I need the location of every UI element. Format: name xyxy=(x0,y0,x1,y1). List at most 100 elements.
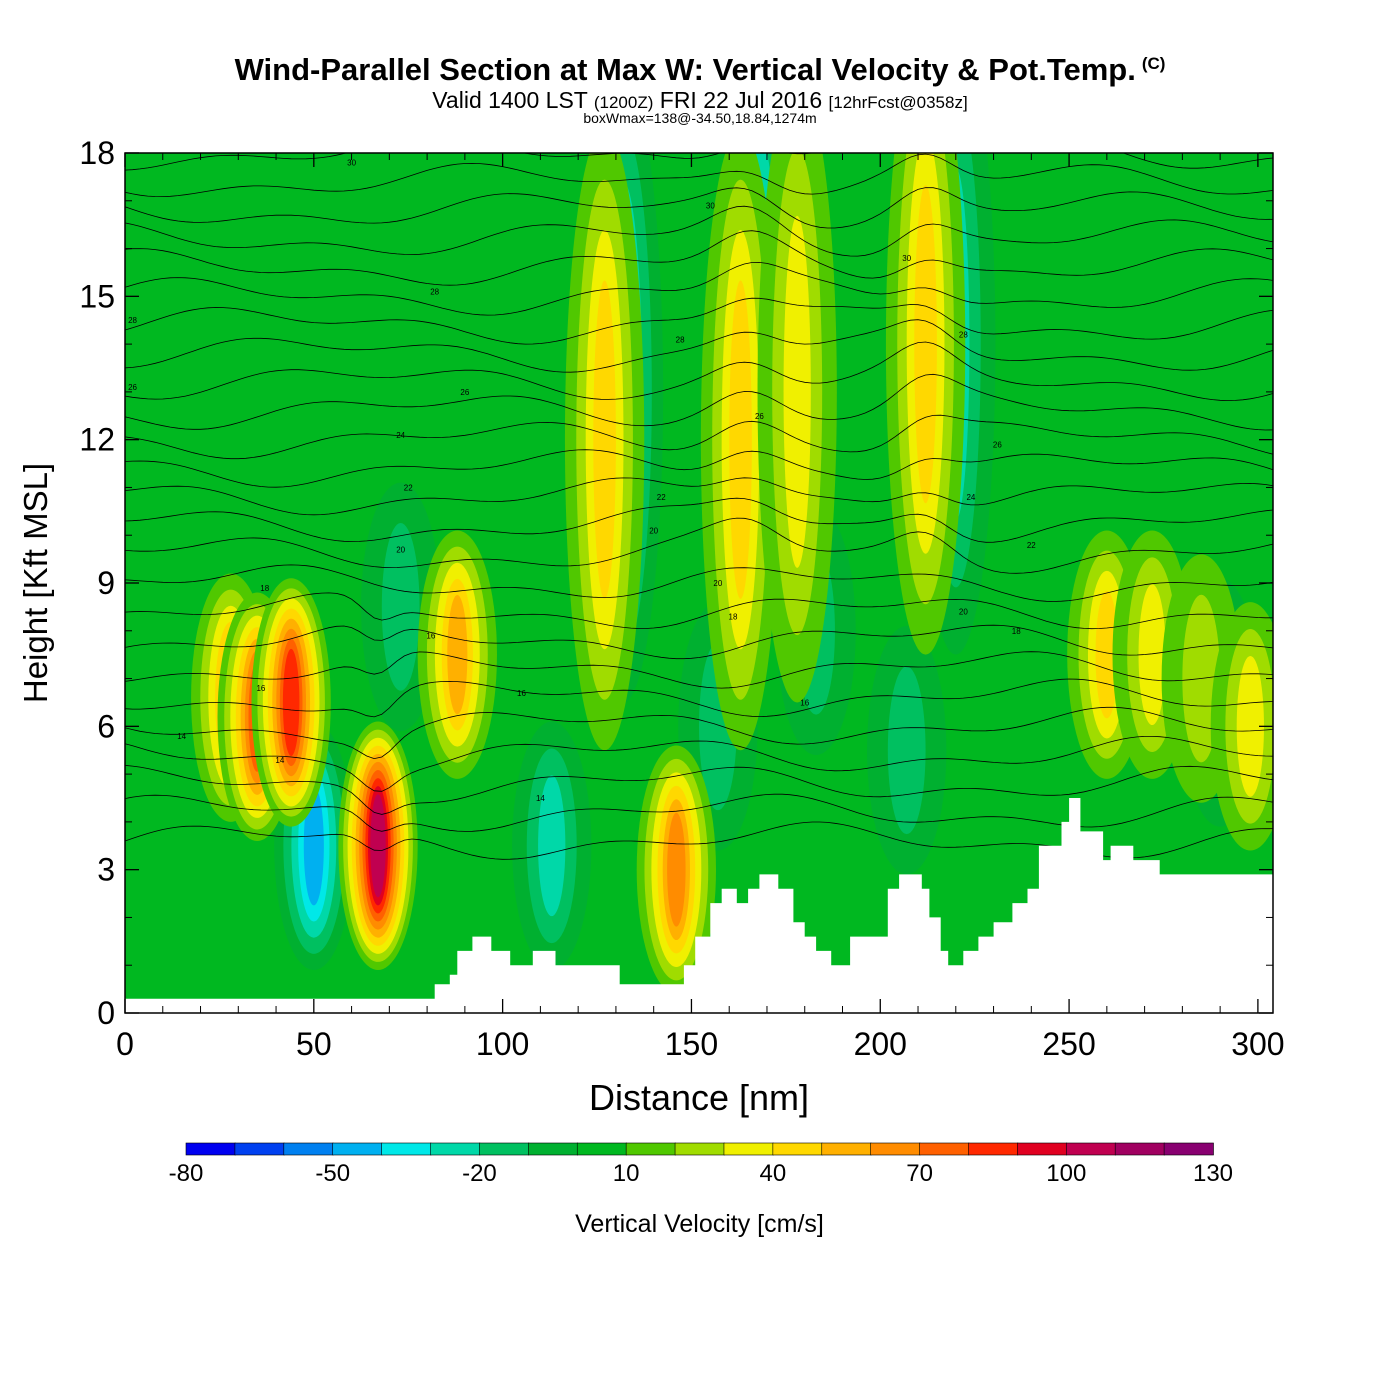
isentrope-label: 20 xyxy=(713,579,722,588)
colorbar-tick-label: 40 xyxy=(760,1160,787,1187)
x-tick-label: 250 xyxy=(1042,1026,1095,1062)
valid-time: Valid 1400 LST xyxy=(432,87,588,113)
isentrope-label: 18 xyxy=(729,612,738,621)
isentrope-line xyxy=(125,477,1273,516)
updraft-contour xyxy=(447,595,468,715)
colorbar-swatch xyxy=(283,1142,334,1156)
chart-subtitle: Valid 1400 LST (1200Z) FRI 22 Jul 2016 [… xyxy=(0,87,1400,114)
axes: 0 50 100 150 200 250 300 0 3 6 9 12 15 18 Distance [nm… xyxy=(17,135,1285,1118)
updraft-4 xyxy=(417,530,497,779)
isentrope-label: 14 xyxy=(275,756,284,765)
isentrope-line xyxy=(125,517,1273,574)
isentrope-label: 28 xyxy=(430,288,439,297)
isentrope-line xyxy=(125,765,1273,815)
downdraft-contour xyxy=(538,775,566,917)
isentrope-line xyxy=(125,261,1273,316)
colorbar-swatch xyxy=(528,1142,579,1156)
colorbar: -80 -50 -20 10 40 70 100 130 Vertical Velocity [… xyxy=(169,1142,1233,1238)
isentrope-label: 26 xyxy=(755,412,764,421)
downdraft-contour xyxy=(381,523,420,691)
isentrope-line xyxy=(125,187,1273,229)
isentrope-label: 18 xyxy=(1012,627,1021,636)
isentrope-label: 22 xyxy=(404,483,413,492)
colorbar-swatch xyxy=(674,1142,725,1156)
isentrope-line xyxy=(125,373,1273,431)
isentrope-label: 22 xyxy=(657,493,666,502)
plot-area: 14 16 18 14 16 20 22 24 26 28 28 26 30 16 14 22 20 28 30 20… xyxy=(125,153,1273,1013)
isentrope-label: 28 xyxy=(676,335,685,344)
updraft-contour xyxy=(667,812,686,927)
colorbar-swatch xyxy=(625,1142,676,1156)
colorbar-swatch xyxy=(772,1142,823,1156)
chart-title-text: Wind-Parallel Section at Max W: Vertical… xyxy=(234,52,1136,87)
colorbar-tick-label: -20 xyxy=(462,1160,497,1187)
isentrope-line xyxy=(125,564,1273,602)
isentrope-label: 14 xyxy=(536,794,545,803)
isentrope-line xyxy=(125,678,1273,718)
updraft-7 xyxy=(700,153,781,751)
colorbar-swatch xyxy=(919,1142,970,1156)
colorbar-swatch xyxy=(1114,1142,1165,1156)
box-wmax-info: boxWmax=138@-34.50,18.84,1274m xyxy=(583,110,817,126)
isentrope-line xyxy=(125,624,1273,660)
colorbar-swatch xyxy=(870,1142,921,1156)
terrain-mask xyxy=(125,798,1273,1013)
isentrope-line xyxy=(125,319,1273,373)
x-tick-label: 200 xyxy=(854,1026,907,1062)
x-tick-label: 50 xyxy=(296,1026,332,1062)
updraft-5 xyxy=(636,745,716,994)
isentrope-label: 20 xyxy=(396,546,405,555)
isentrope-line xyxy=(125,297,1273,345)
colorbar-swatch xyxy=(1163,1142,1214,1156)
isentrope-label: 18 xyxy=(260,584,269,593)
updraft-3 xyxy=(338,721,418,970)
copyright-mark: (C) xyxy=(1141,53,1166,73)
y-tick-label: 15 xyxy=(79,278,115,314)
x-tick-label: 150 xyxy=(665,1026,718,1062)
isentrope-label: 16 xyxy=(800,698,809,707)
updraft-9 xyxy=(885,153,966,655)
y-tick-label: 0 xyxy=(97,995,115,1031)
isentrope-label: 26 xyxy=(460,388,469,397)
isentrope-label: 16 xyxy=(426,632,435,641)
isentrope-labels: 14 16 18 14 16 20 22 24 26 28 28 26 30 16 14 22 20 28 30 20… xyxy=(128,159,1036,803)
colorbar-tick-label: -80 xyxy=(169,1160,204,1187)
terrain xyxy=(125,798,1273,1013)
updraft-2 xyxy=(251,578,331,827)
y-tick-label: 9 xyxy=(97,565,115,601)
colorbar-tick-label: 100 xyxy=(1046,1160,1086,1187)
isentrope-line xyxy=(125,736,1273,792)
isentrope-label: 30 xyxy=(902,254,911,263)
valid-date: FRI 22 Jul 2016 xyxy=(659,87,823,113)
updraft-contour xyxy=(914,184,937,504)
isentrope-line xyxy=(125,793,1273,832)
updraft-contour xyxy=(1236,655,1264,797)
isentrope-label: 26 xyxy=(993,440,1002,449)
updraft-13 xyxy=(1210,602,1273,851)
y-tick-label: 18 xyxy=(79,135,115,171)
isentrope-label: 14 xyxy=(177,732,186,741)
isentrope-line xyxy=(125,153,1273,198)
isentrope-line xyxy=(125,341,1273,402)
x-tick-label: 100 xyxy=(476,1026,529,1062)
isentrope-line xyxy=(125,230,1273,286)
isentrope-label: 20 xyxy=(959,608,968,617)
chart-title: Wind-Parallel Section at Max W: Vertical… xyxy=(0,52,1400,88)
colorbar-label: Vertical Velocity [cm/s] xyxy=(575,1210,824,1238)
isentrope-label: 20 xyxy=(649,526,658,535)
colorbar-tick-label: 70 xyxy=(906,1160,933,1187)
updraft-8 xyxy=(757,153,837,703)
updraft-contour xyxy=(370,794,386,898)
isentrope-line xyxy=(125,153,1273,171)
isentrope-label: 22 xyxy=(1027,541,1036,550)
isentrope-line xyxy=(125,651,1273,689)
isentrope-line xyxy=(125,414,1273,460)
colorbar-swatch xyxy=(430,1142,481,1156)
isentrope-line xyxy=(125,592,1273,630)
x-tick-label: 0 xyxy=(116,1026,134,1062)
colorbar-swatch xyxy=(1017,1142,1068,1156)
isentrope-line xyxy=(125,706,1273,760)
updraft-contour xyxy=(1138,584,1166,726)
y-axis-label: Height [Kft MSL] xyxy=(17,463,54,703)
